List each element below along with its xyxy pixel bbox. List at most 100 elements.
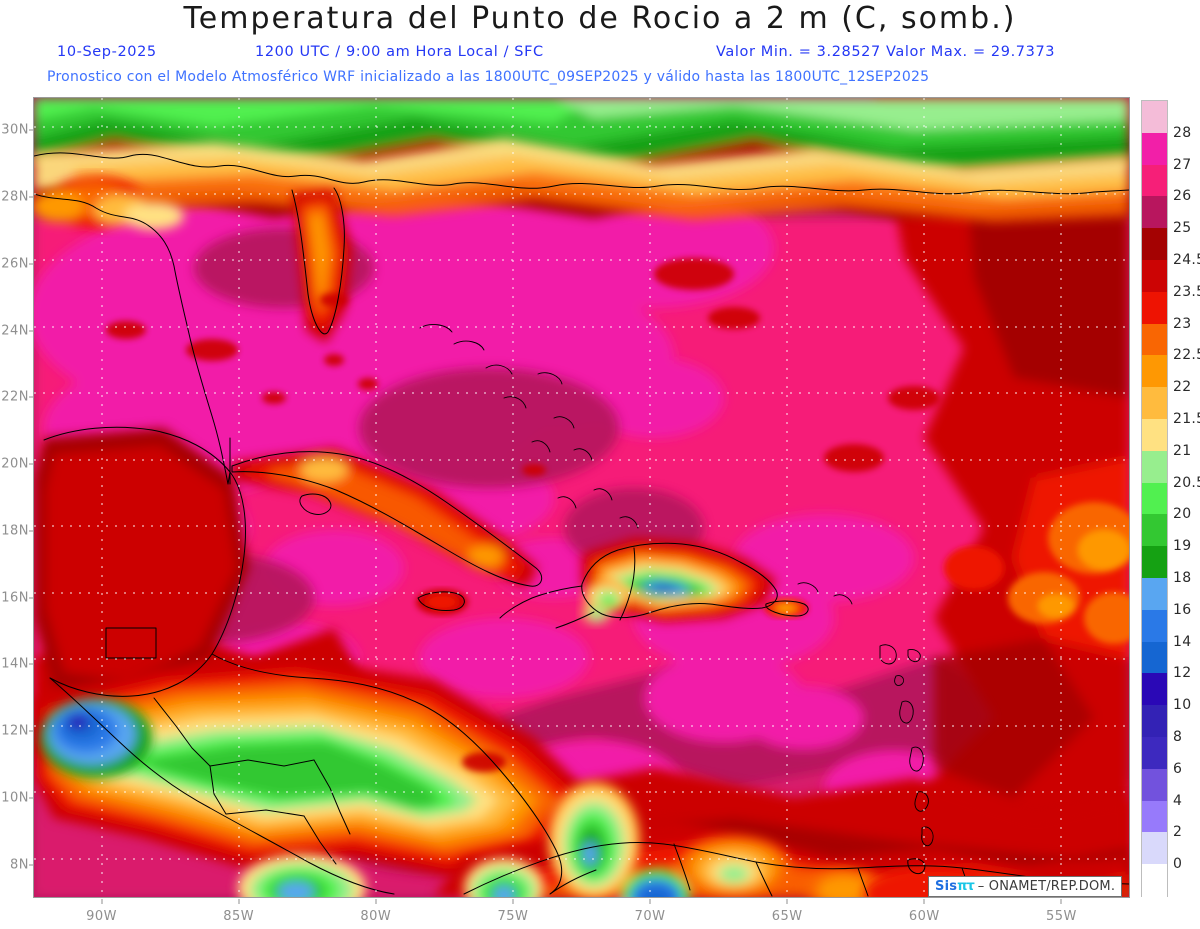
y-axis-tick-label: 8N	[10, 857, 29, 873]
colorbar-tick-label: 16	[1173, 601, 1192, 618]
x-axis-tick-label: 55W	[1045, 909, 1077, 924]
y-axis-tick-label: 24N	[1, 323, 29, 339]
x-axis-tick-mark	[649, 899, 651, 904]
x-axis-tick-label: 85W	[223, 909, 255, 924]
colorbar-band	[1142, 196, 1167, 229]
x-axis-tick-mark	[923, 899, 925, 904]
x-axis-tick-label: 75W	[497, 909, 529, 924]
colorbar-band	[1142, 768, 1167, 802]
colorbar-tick-label: 21	[1173, 442, 1192, 459]
colorbar-tick-label: 14	[1173, 633, 1192, 650]
colorbar-tick-label: 23	[1173, 315, 1192, 332]
x-axis-tick-label: 70W	[634, 909, 666, 924]
colorbar-tick-label: 23.5	[1173, 283, 1200, 300]
x-axis-tick-mark	[1060, 899, 1062, 904]
x-axis-tick-label: 90W	[86, 909, 118, 924]
colorbar-band	[1142, 546, 1167, 579]
colorbar-band	[1142, 450, 1167, 484]
y-axis-tick-mark	[29, 463, 34, 465]
dewpoint-contour-map	[34, 98, 1129, 897]
y-axis-tick-label: 30N	[1, 122, 29, 138]
colorbar-band	[1142, 164, 1167, 197]
colorbar-band	[1142, 737, 1167, 770]
colorbar-tick-label: 18	[1173, 570, 1192, 586]
y-axis-tick-mark	[29, 129, 34, 131]
colorbar-band	[1142, 387, 1167, 420]
colorbar-band	[1142, 482, 1167, 515]
watermark-badge: Sis πτ – ONAMET/REP.DOM.	[928, 876, 1123, 897]
x-axis-tick-label: 65W	[771, 909, 803, 924]
colorbar-tick-label: 22	[1173, 379, 1192, 396]
y-axis-tick-mark	[29, 663, 34, 665]
colorbar-band	[1142, 705, 1167, 738]
y-axis-tick-mark	[29, 330, 34, 332]
y-axis-tick-mark	[29, 196, 34, 198]
colorbar-band	[1142, 228, 1167, 261]
model-info-label: Pronostico con el Modelo Atmosférico WRF…	[47, 69, 930, 85]
colorbar-band	[1142, 514, 1167, 547]
colorbar-tick-label: 2	[1173, 824, 1183, 841]
colorbar-band	[1142, 291, 1167, 325]
colorbar-band	[1142, 132, 1167, 166]
colorbar-band	[1142, 323, 1167, 356]
colorbar-tick-label: 20.5	[1173, 474, 1200, 491]
valid-time-label: 1200 UTC / 9:00 am Hora Local / SFC	[255, 44, 544, 60]
y-axis-tick-label: 22N	[1, 389, 29, 405]
page-title: Temperatura del Punto de Rocio a 2 m (C,…	[183, 1, 1017, 36]
colorbar-tick-label: 21.5	[1173, 411, 1200, 427]
colorbar-tick-label: 19	[1173, 538, 1192, 555]
valid-date-label: 10-Sep-2025	[57, 44, 157, 60]
y-axis-tick-mark	[29, 597, 34, 599]
y-axis-tick-label: 18N	[1, 523, 29, 539]
x-axis-tick-mark	[238, 899, 240, 904]
colorbar-band	[1142, 864, 1167, 897]
y-axis: 30N 28N 26N 24N 22N 20N 18N 16N 14N 12N 10N 8N	[0, 97, 34, 898]
colorbar-band	[1142, 641, 1167, 674]
chart-header: Temperatura del Punto de Rocio a 2 m (C,…	[0, 0, 1200, 95]
colorbar-tick-label: 24.5	[1173, 252, 1200, 268]
y-axis-tick-label: 12N	[1, 723, 29, 739]
colorbar-tick-label: 6	[1173, 760, 1183, 777]
x-axis-tick-mark	[786, 899, 788, 904]
y-axis-tick-label: 20N	[1, 456, 29, 472]
y-axis-tick-label: 16N	[1, 590, 29, 606]
colorbar-tick-label: 12	[1173, 665, 1192, 682]
colorbar-tick-label: 25	[1173, 220, 1192, 237]
colorbar-band	[1142, 260, 1167, 293]
colorbar-tick-label: 26	[1173, 188, 1192, 205]
watermark-tt-text: πτ	[957, 879, 975, 894]
x-axis-tick-label: 80W	[360, 909, 392, 924]
y-axis-tick-mark	[29, 797, 34, 799]
colorbar-band	[1142, 578, 1167, 611]
watermark-sis-text: Sis	[935, 879, 958, 894]
value-range-label: Valor Min. = 3.28527 Valor Max. = 29.737…	[716, 44, 1056, 60]
colorbar-tick-label: 20	[1173, 506, 1192, 523]
colorbar-tick-label: 22.5	[1173, 347, 1200, 364]
y-axis-tick-mark	[29, 864, 34, 866]
x-axis-tick-mark	[375, 899, 377, 904]
colorbar-tick-label: 28	[1173, 124, 1192, 141]
y-axis-tick-label: 14N	[1, 656, 29, 672]
colorbar-band	[1142, 101, 1167, 134]
map-plot-area[interactable]	[33, 97, 1130, 898]
y-axis-tick-mark	[29, 396, 34, 398]
colorbar-band	[1142, 800, 1167, 833]
y-axis-tick-mark	[29, 530, 34, 532]
x-axis-tick-mark	[512, 899, 514, 904]
colorbar-band	[1142, 832, 1167, 865]
colorbar-tick-label: 10	[1173, 697, 1192, 714]
colorbar-band	[1142, 419, 1167, 452]
y-axis-tick-mark	[29, 263, 34, 265]
colorbar-tick-label: 27	[1173, 156, 1192, 173]
x-axis-tick-label: 60W	[908, 909, 940, 924]
x-axis: 90W 85W 80W 75W 70W 65W 60W 55W	[33, 899, 1130, 929]
colorbar-tick-label: 0	[1173, 856, 1183, 873]
colorbar-tick-label: 4	[1173, 792, 1183, 809]
y-axis-tick-label: 26N	[1, 256, 29, 272]
colorbar-band	[1142, 609, 1167, 643]
x-axis-tick-mark	[101, 899, 103, 904]
colorbar-band	[1142, 355, 1167, 388]
y-axis-tick-label: 28N	[1, 189, 29, 205]
watermark-agency-text: – ONAMET/REP.DOM.	[977, 879, 1116, 894]
colorbar: 2827262524.523.52322.52221.52120.5201918…	[1141, 100, 1200, 897]
